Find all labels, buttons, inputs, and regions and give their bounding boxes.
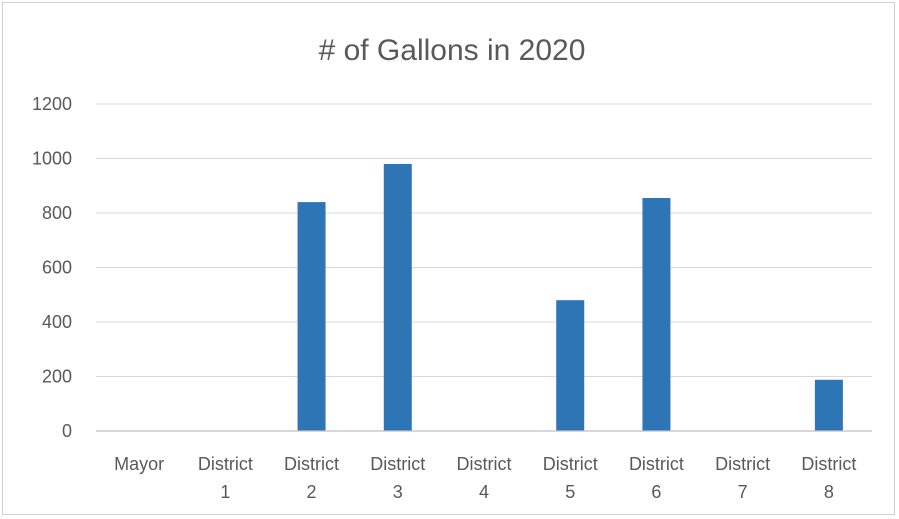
x-category-label: 5 [565,482,575,502]
bar [642,198,671,431]
bar [556,300,585,431]
x-category-label: District [284,454,339,474]
x-category-label: District [198,454,253,474]
y-tick-label: 0 [62,421,72,441]
y-tick-label: 600 [42,258,72,278]
x-category-label: 1 [220,482,230,502]
x-category-label: District [715,454,770,474]
y-tick-label: 400 [42,312,72,332]
y-tick-label: 1000 [32,149,72,169]
bars [297,163,843,431]
x-category-label: Mayor [114,454,164,474]
bar [297,202,326,431]
y-tick-label: 1200 [32,94,72,114]
x-category-label: 2 [307,482,317,502]
y-tick-label: 200 [42,367,72,387]
x-category-label: 8 [824,482,834,502]
y-axis-ticks: 0 200 400 600 800 1000 1200 [32,94,72,441]
x-axis-categories: Mayor District 1 District 2 District 3 District… [114,454,856,502]
x-category-label: District [457,454,512,474]
x-category-label: District [543,454,598,474]
y-tick-label: 800 [42,203,72,223]
x-category-label: District [370,454,425,474]
x-category-label: 4 [479,482,489,502]
x-category-label: 3 [393,482,403,502]
x-category-label: District [629,454,684,474]
bar [383,163,412,431]
chart-title: # of Gallons in 2020 [319,34,586,67]
gridlines [96,103,872,377]
x-category-label: 6 [651,482,661,502]
x-category-label: 7 [738,482,748,502]
bar [814,379,843,431]
x-category-label: District [801,454,856,474]
